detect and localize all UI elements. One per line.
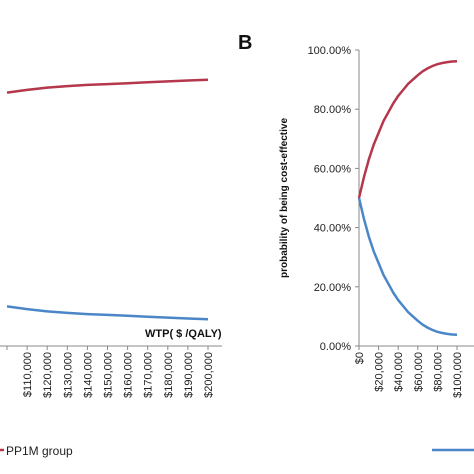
legend: PP1M group [0, 444, 474, 458]
panel-b-letter: B [238, 32, 252, 54]
panel-b-y-axis-title: probability of being cost-effective [279, 118, 290, 278]
panel-a-x-tick-label: $120,000 [42, 352, 54, 398]
panel-b-series-blue-line [357, 197, 458, 337]
panel-b-series-red-line [357, 59, 458, 199]
panel-a-x-axis-title: WTP( $ /QALY) [145, 328, 222, 340]
panel-a: $110,000 $120,000 $130,000 $140,000 $150,000… [0, 78, 222, 398]
panel-b-x-tick-label: $40,000 [393, 352, 405, 392]
panel-b-x-tick-label: $0 [354, 352, 366, 364]
panel-a-x-tick-label: $170,000 [143, 352, 155, 398]
panel-a-x-tick-label: $150,000 [103, 352, 115, 398]
panel-b-y-tick-label: 80.00% [314, 104, 352, 116]
panel-b-y-tick-label: 40.00% [314, 223, 352, 235]
panel-b-x-tick-label: $60,000 [413, 352, 425, 392]
panel-b-x-tick-label: $80,000 [432, 352, 444, 392]
panel-b: B 0.00% 20.00% 40.00% 60.00% 80.00% 100.00% $… [238, 32, 474, 398]
panel-b-x-tick-label: $100,000 [452, 352, 464, 398]
panel-a-x-ticks: $110,000 $120,000 $130,000 $140,000 $150,000… [6, 346, 215, 398]
panel-a-x-tick-label: $160,000 [123, 352, 135, 398]
panel-a-x-tick-label: $130,000 [62, 352, 74, 398]
panel-a-series-pp1m-line [6, 78, 209, 94]
panel-a-x-tick-label: $140,000 [82, 352, 94, 398]
panel-a-lines [6, 78, 209, 321]
panel-b-x-tick-label: $20,000 [374, 352, 386, 392]
panel-b-y-tick-label: 20.00% [314, 282, 352, 294]
panel-b-x-ticks: $0 $20,000 $40,000 $60,000 $80,000 $100,000 [354, 346, 464, 398]
panel-a-series-blue-line [6, 305, 209, 321]
panel-b-y-tick-label: 60.00% [314, 163, 352, 175]
panel-a-x-tick-label: $200,000 [203, 352, 215, 398]
panel-b-y-tick-label: 100.00% [308, 45, 352, 57]
panel-a-x-tick-label: $110,000 [22, 352, 34, 397]
panel-a-x-tick-label: $180,000 [163, 352, 175, 398]
panel-b-y-tick-label: 0.00% [320, 341, 351, 353]
panel-a-x-tick-label: $190,000 [183, 352, 195, 398]
legend-label-pp1m: PP1M group [6, 444, 73, 458]
panel-b-lines [357, 59, 458, 337]
panel-b-y-ticks: 0.00% 20.00% 40.00% 60.00% 80.00% 100.00% [308, 45, 359, 353]
